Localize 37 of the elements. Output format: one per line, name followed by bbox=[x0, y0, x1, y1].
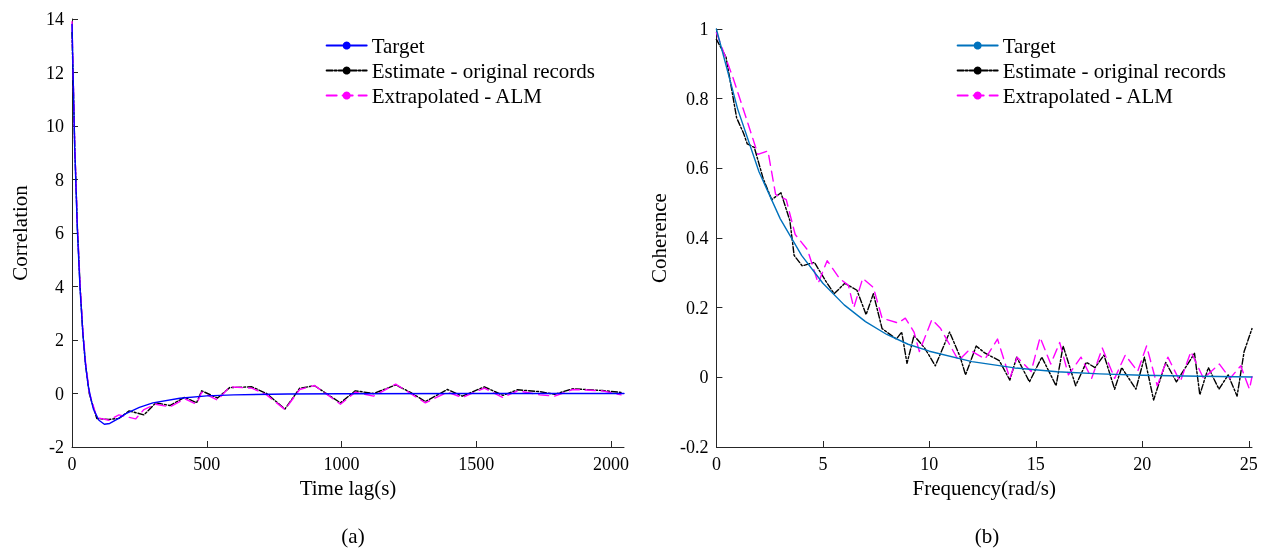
legend-label: Extrapolated - ALM bbox=[371, 83, 543, 108]
text: (a) bbox=[341, 523, 365, 548]
y-tick-label: 0.8 bbox=[685, 88, 709, 109]
x-tick-label: 1500 bbox=[458, 454, 495, 474]
y-tick-label: 0 bbox=[55, 383, 64, 404]
y-tick-label: -0.2 bbox=[679, 437, 709, 457]
x-axis-title: Time lag(s) bbox=[299, 476, 397, 501]
legend-label: Extrapolated - ALM bbox=[1002, 83, 1174, 108]
y-tick-label: 2 bbox=[55, 330, 64, 350]
y-tick-label: 0 bbox=[699, 367, 709, 388]
x-tick-label: 500 bbox=[193, 454, 221, 474]
y-tick-label: 0.2 bbox=[685, 297, 709, 318]
x-tick-label: 2000 bbox=[593, 454, 630, 474]
y-tick-label: 14 bbox=[46, 9, 64, 29]
x-tick-label: 5 bbox=[818, 454, 828, 474]
y-tick-label: 8 bbox=[55, 169, 64, 190]
y-tick-label: 12 bbox=[46, 62, 64, 83]
y-axis-title: Correlation bbox=[7, 184, 32, 281]
x-tick-label: 25 bbox=[1239, 454, 1258, 474]
x-tick-label: 1000 bbox=[323, 454, 360, 474]
legend-label: Target bbox=[1002, 33, 1056, 58]
y-tick-label: -2 bbox=[49, 437, 64, 457]
y-tick-label: 10 bbox=[46, 116, 64, 136]
y-tick-label: 0.6 bbox=[685, 158, 709, 179]
text: (b) bbox=[974, 523, 1000, 548]
x-tick-label: 10 bbox=[920, 454, 939, 474]
legend-label: Target bbox=[371, 33, 425, 58]
y-tick-label: 1 bbox=[699, 19, 709, 39]
x-axis-title: Frequency(rad/s) bbox=[912, 476, 1056, 501]
x-tick-label: 15 bbox=[1026, 454, 1045, 474]
y-tick-label: 6 bbox=[55, 223, 64, 243]
y-tick-label: 4 bbox=[55, 276, 64, 297]
legend-label: Estimate - original records bbox=[371, 58, 595, 83]
x-tick-label: 20 bbox=[1133, 454, 1152, 474]
legend-label: Estimate - original records bbox=[1002, 58, 1226, 83]
y-tick-label: 0.4 bbox=[685, 228, 709, 248]
y-axis-title: Coherence bbox=[646, 193, 671, 283]
